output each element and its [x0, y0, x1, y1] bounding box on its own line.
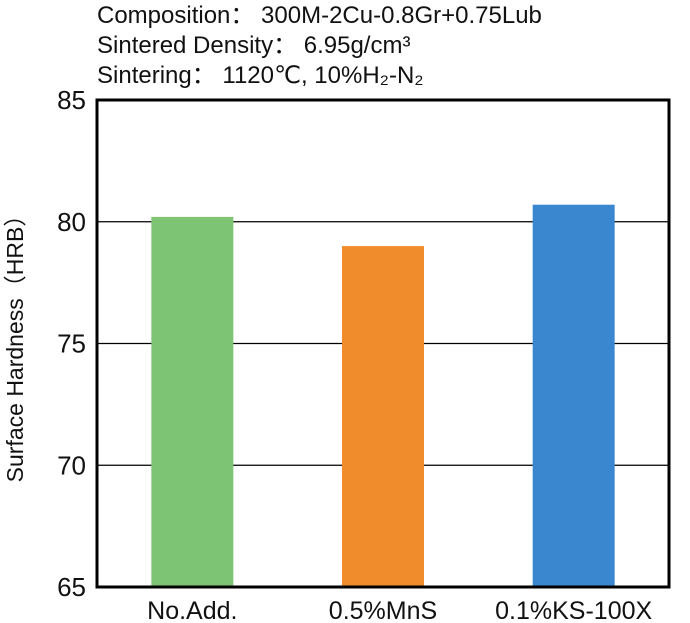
y-tick-label-75: 75 [57, 329, 86, 359]
x-axis-ticks: No.Add. 0.5%MnS 0.1%KS-100X [147, 597, 652, 623]
annotation-composition: Composition： 300M-2Cu-0.8Gr+0.75Lub [97, 2, 542, 29]
x-tick-label-3: 0.1%KS-100X [495, 597, 652, 623]
annotation-density: Sintered Density： 6.95g/cm³ [97, 32, 410, 59]
y-axis-ticks: 65 70 75 80 85 [57, 85, 86, 602]
y-tick-label-85: 85 [57, 85, 86, 115]
x-tick-label-1: No.Add. [147, 597, 237, 623]
plot-area-frame [95, 98, 671, 589]
bar-series [151, 204, 615, 587]
y-tick-label-80: 80 [57, 207, 86, 237]
chart-annotations: Composition： 300M-2Cu-0.8Gr+0.75Lub Sint… [97, 2, 542, 89]
y-axis-label: Surface Hardness（HRB） [2, 204, 28, 483]
annotation-sintering: Sintering： 1120℃, 10%H₂-N₂ [97, 62, 424, 89]
bar-no-add [151, 216, 234, 587]
y-tick-label-70: 70 [57, 450, 86, 480]
bar-0-5-mns [342, 246, 424, 587]
bar-0-1-ks-100x [532, 204, 615, 587]
x-tick-label-2: 0.5%MnS [329, 597, 437, 623]
y-tick-label-65: 65 [57, 572, 86, 602]
